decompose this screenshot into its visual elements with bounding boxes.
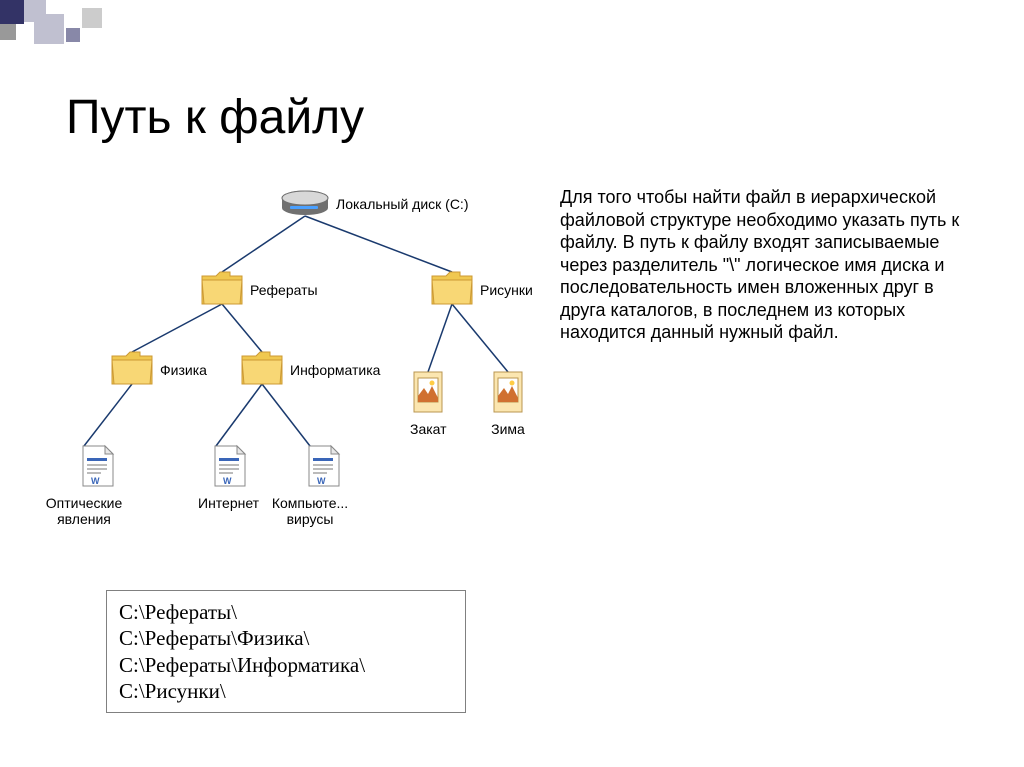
svg-text:W: W [223,476,232,486]
folder-icon [110,350,154,386]
paths-list: C:\Рефераты\C:\Рефераты\Физика\C:\Рефера… [106,590,466,713]
file-tree-diagram: Локальный диск (C:) Рефераты Рисунки Физ… [60,180,550,520]
node-label: Зима [490,421,526,437]
node-label: Интернет [198,495,259,511]
description-text: Для того чтобы найти файл в иерархическо… [560,186,970,344]
tree-node-pic: Рисунки [430,270,474,311]
node-label: Закат [410,421,447,437]
tree-node-phys: Физика [110,350,154,391]
node-label: Локальный диск (C:) [336,196,469,212]
decoration-square [0,0,24,24]
doc-icon: W [211,444,247,488]
path-line: C:\Рефераты\Физика\ [119,625,453,651]
disk-icon [280,190,330,218]
node-label: Рефераты [250,282,318,298]
doc-icon: W [79,444,115,488]
decoration-square [34,14,64,44]
decoration-square [66,28,80,42]
node-label: Оптические явления [41,495,127,527]
tree-node-ref: Рефераты [200,270,244,311]
tree-node-inf: Информатика [240,350,284,391]
node-label: Рисунки [480,282,533,298]
doc-icon: W [305,444,341,488]
page-title: Путь к файлу [66,90,364,145]
tree-node-vir: W Компьюте... вирусы [292,444,353,527]
tree-node-opt: W Оптические явления [66,444,127,527]
decoration-square [82,8,102,28]
node-label: Информатика [290,362,380,378]
tree-node-sunset: Закат [410,370,447,437]
path-line: C:\Рисунки\ [119,678,453,704]
node-label: Физика [160,362,207,378]
decoration-square [0,24,16,40]
path-line: C:\Рефераты\Информатика\ [119,652,453,678]
folder-icon [430,270,474,306]
svg-text:W: W [91,476,100,486]
tree-node-net: W Интернет [198,444,259,511]
tree-node-disk: Локальный диск (C:) [280,190,330,223]
folder-icon [240,350,284,386]
svg-text:W: W [317,476,326,486]
folder-icon [200,270,244,306]
path-line: C:\Рефераты\ [119,599,453,625]
image-icon [490,370,526,414]
image-icon [410,370,446,414]
tree-node-winter: Зима [490,370,526,437]
node-label: Компьюте... вирусы [267,495,353,527]
